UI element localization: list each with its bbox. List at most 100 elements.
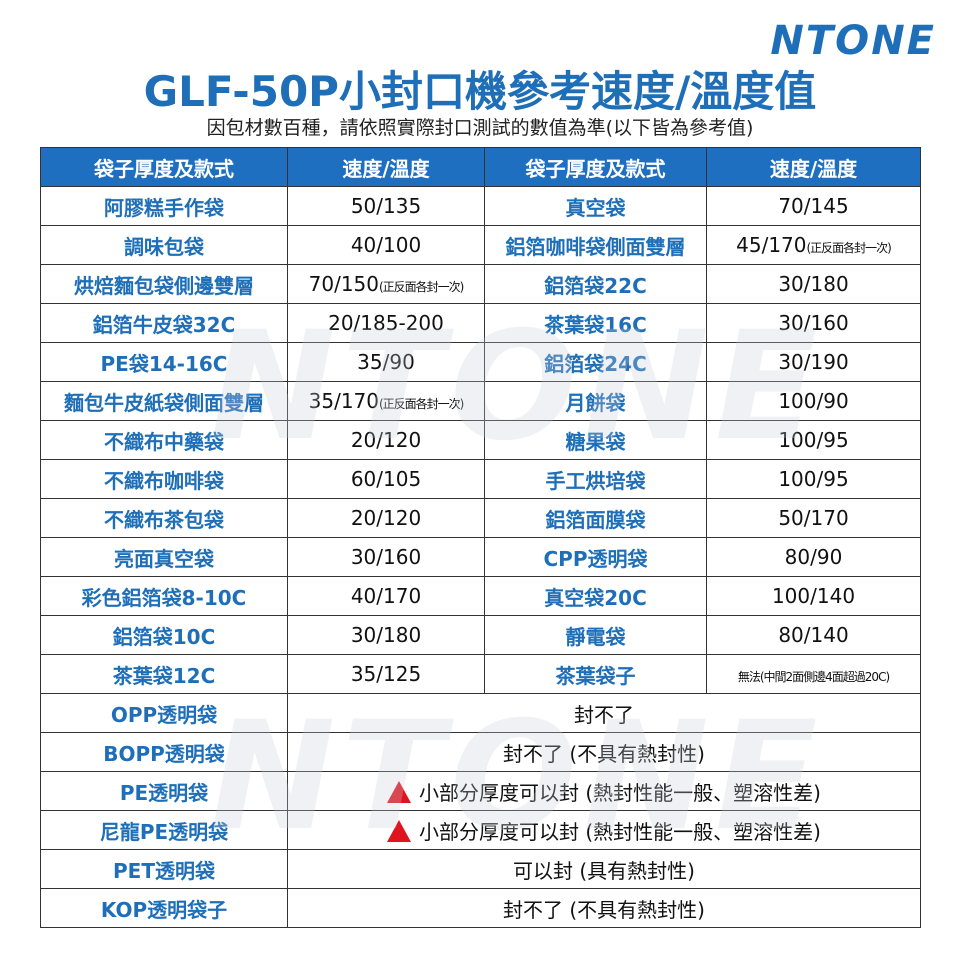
speed-temp: 100/140: [706, 576, 921, 616]
value: 70/150: [308, 272, 379, 296]
merged-row: PET透明袋 可以封 (具有熱封性): [40, 849, 921, 889]
bag-name: BOPP透明袋: [40, 732, 288, 772]
header-cell: 袋子厚度及款式: [40, 147, 288, 187]
speed-temp: 70/150(正反面各封一次): [287, 264, 485, 304]
logo: NTONE: [770, 18, 936, 64]
speed-temp: 80/90: [706, 537, 921, 577]
note: (正反面各封一次): [379, 397, 464, 411]
result-text: 封不了 (不具有熱封性): [503, 741, 705, 766]
result: 小部分厚度可以封 (熱封性能一般、塑溶性差): [287, 771, 921, 811]
warning-icon: [387, 780, 412, 803]
row: 麵包牛皮紙袋側面雙層 35/170(正反面各封一次) 月餅袋 100/90: [40, 381, 921, 421]
header-cell: 袋子厚度及款式: [484, 147, 707, 187]
result-text: 小部分厚度可以封 (熱封性能一般、塑溶性差): [419, 819, 821, 844]
row: 不織布茶包袋 20/120 鋁箔面膜袋 50/170: [40, 498, 921, 538]
result: 封不了 (不具有熱封性): [287, 888, 921, 928]
bag-name: KOP透明袋子: [40, 888, 288, 928]
speed-temp: 100/90: [706, 381, 921, 421]
header-cell: 速度/溫度: [706, 147, 921, 187]
note: 無法(中間2面側邊4面超過20C): [737, 670, 890, 684]
result: 小部分厚度可以封 (熱封性能一般、塑溶性差): [287, 810, 921, 850]
row: 彩色鋁箔袋8-10C 40/170 真空袋20C 100/140: [40, 576, 921, 616]
merged-row: PE透明袋 小部分厚度可以封 (熱封性能一般、塑溶性差): [40, 771, 921, 811]
speed-temp: 35/125: [287, 654, 485, 694]
bag-name: 阿膠糕手作袋: [40, 186, 288, 226]
bag-name: 調味包袋: [40, 225, 288, 265]
speed-temp: 30/180: [706, 264, 921, 304]
bag-name: 月餅袋: [484, 381, 707, 421]
speed-temp: 50/135: [287, 186, 485, 226]
bag-name: 手工烘培袋: [484, 459, 707, 499]
row: 亮面真空袋 30/160 CPP透明袋 80/90: [40, 537, 921, 577]
row: 鋁箔牛皮袋32C 20/185-200 茶葉袋16C 30/160: [40, 303, 921, 343]
merged-row: KOP透明袋子 封不了 (不具有熱封性): [40, 888, 921, 928]
bag-name: 烘焙麵包袋側邊雙層: [40, 264, 288, 304]
speed-temp: 40/100: [287, 225, 485, 265]
speed-temp: 30/160: [706, 303, 921, 343]
bag-name: PET透明袋: [40, 849, 288, 889]
bag-name: 不織布茶包袋: [40, 498, 288, 538]
row: 阿膠糕手作袋 50/135 真空袋 70/145: [40, 186, 921, 226]
result: 封不了 (不具有熱封性): [287, 732, 921, 772]
bag-name: 亮面真空袋: [40, 537, 288, 577]
speed-temp: 無法(中間2面側邊4面超過20C): [706, 654, 921, 694]
header-row: 袋子厚度及款式 速度/溫度 袋子厚度及款式 速度/溫度: [40, 147, 921, 187]
subtitle: 因包材數百種，請依照實際封口測試的數值為準(以下皆為參考值): [206, 117, 754, 139]
title: GLF-50P小封口機參考速度/溫度值: [143, 67, 817, 116]
speed-temp: 30/190: [706, 342, 921, 382]
bag-name: 鋁箔咖啡袋側面雙層: [484, 225, 707, 265]
speed-temp: 100/95: [706, 459, 921, 499]
result: 封不了: [287, 693, 921, 733]
bag-name: 茶葉袋12C: [40, 654, 288, 694]
bag-name: 茶葉袋子: [484, 654, 707, 694]
result-text: 小部分厚度可以封 (熱封性能一般、塑溶性差): [419, 780, 821, 805]
result-text: 封不了 (不具有熱封性): [503, 897, 705, 922]
merged-row: OPP透明袋 封不了: [40, 693, 921, 733]
row: PE袋14-16C 35/90 鋁箔袋24C 30/190: [40, 342, 921, 382]
bag-name: 鋁箔袋22C: [484, 264, 707, 304]
speed-temp: 20/120: [287, 498, 485, 538]
bag-name: 彩色鋁箔袋8-10C: [40, 576, 288, 616]
bag-name: 鋁箔面膜袋: [484, 498, 707, 538]
note: (正反面各封一次): [806, 241, 892, 255]
speed-temp: 30/180: [287, 615, 485, 655]
speed-temp: 50/170: [706, 498, 921, 538]
merged-row: BOPP透明袋 封不了 (不具有熱封性): [40, 732, 921, 772]
speed-temp: 45/170(正反面各封一次): [706, 225, 921, 265]
bag-name: 真空袋: [484, 186, 707, 226]
row: 烘焙麵包袋側邊雙層 70/150(正反面各封一次) 鋁箔袋22C 30/180: [40, 264, 921, 304]
speed-temp: 60/105: [287, 459, 485, 499]
bag-name: 茶葉袋16C: [484, 303, 707, 343]
bag-name: 尼龍PE透明袋: [40, 810, 288, 850]
speed-temp: 20/120: [287, 420, 485, 460]
result-text: 可以封 (具有熱封性): [513, 858, 695, 883]
bag-name: CPP透明袋: [484, 537, 707, 577]
speed-temp: 20/185-200: [287, 303, 485, 343]
speed-temp: 40/170: [287, 576, 485, 616]
bag-name: PE袋14-16C: [40, 342, 288, 382]
speed-temp: 35/170(正反面各封一次): [287, 381, 485, 421]
row: 茶葉袋12C 35/125 茶葉袋子 無法(中間2面側邊4面超過20C): [40, 654, 921, 694]
value: 35/170: [308, 389, 379, 413]
table: 袋子厚度及款式 速度/溫度 袋子厚度及款式 速度/溫度 阿膠糕手作袋 50/135 真空袋…: [40, 147, 921, 928]
speed-temp: 100/95: [706, 420, 921, 460]
bag-name: 麵包牛皮紙袋側面雙層: [40, 381, 288, 421]
bag-name: OPP透明袋: [40, 693, 288, 733]
bag-name: PE透明袋: [40, 771, 288, 811]
row: 鋁箔袋10C 30/180 靜電袋 80/140: [40, 615, 921, 655]
speed-temp: 30/160: [287, 537, 485, 577]
row: 調味包袋 40/100 鋁箔咖啡袋側面雙層 45/170(正反面各封一次): [40, 225, 921, 265]
row: 不織布中藥袋 20/120 糖果袋 100/95: [40, 420, 921, 460]
bag-name: 鋁箔袋10C: [40, 615, 288, 655]
warning-icon: [387, 819, 412, 842]
bag-name: 不織布咖啡袋: [40, 459, 288, 499]
bag-name: 糖果袋: [484, 420, 707, 460]
value: 45/170: [736, 233, 807, 257]
bag-name: 鋁箔袋24C: [484, 342, 707, 382]
bag-name: 真空袋20C: [484, 576, 707, 616]
result: 可以封 (具有熱封性): [287, 849, 921, 889]
note: (正反面各封一次): [379, 280, 464, 294]
merged-row: 尼龍PE透明袋 小部分厚度可以封 (熱封性能一般、塑溶性差): [40, 810, 921, 850]
speed-temp: 35/90: [287, 342, 485, 382]
